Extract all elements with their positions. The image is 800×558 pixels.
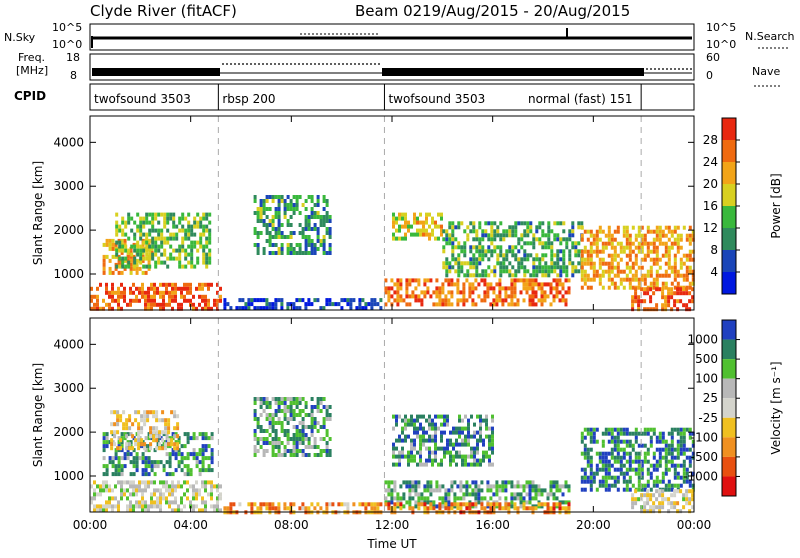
- x-tick-label-0: 00:00: [73, 518, 108, 532]
- velocity-region-0: [90, 480, 222, 513]
- nave-label: Nave: [752, 65, 780, 78]
- nsearch-bottom-tick: 10^0: [706, 38, 736, 51]
- velocity-region-6: [384, 502, 571, 515]
- nsearch-top-tick: 10^5: [706, 21, 736, 34]
- power-colorbar-label: Power [dB]: [769, 173, 783, 238]
- freq-top-tick: 18: [66, 51, 80, 64]
- x-tick-label-2: 08:00: [274, 518, 309, 532]
- power-region-0: [90, 282, 222, 311]
- velocity-colorbar-tick-0: 1000: [687, 333, 718, 347]
- power-y-axis-label: Slant Range [km]: [31, 161, 45, 265]
- power-y-tick-3: 4000: [53, 135, 84, 149]
- velocity-colorbar-tick-4: -25: [698, 411, 718, 425]
- power-colorbar-tick-1: 8: [710, 243, 718, 257]
- power-colorbar-tick-0: 4: [710, 265, 718, 279]
- velocity-colorbar-tick-5: -100: [691, 430, 718, 444]
- velocity-colorbar: 1000 500 100 25 -25 -100 -500 -1000 Velocity [m …: [683, 319, 783, 497]
- velocity-y-tick-0: 1000: [53, 469, 84, 483]
- velocity-data-cells: [90, 397, 695, 515]
- cpid-segment-label-0: twofsound 3503: [94, 92, 191, 106]
- velocity-y-axis-label: Slant Range [km]: [31, 363, 45, 467]
- power-colorbar-tick-3: 16: [703, 199, 718, 213]
- cpid-segment-label-1: rbsp 200: [222, 92, 275, 106]
- power-region-5: [384, 278, 571, 307]
- x-tick-label-4: 16:00: [475, 518, 510, 532]
- power-colorbar-tick-4: 20: [703, 177, 718, 191]
- cpid-segment-label-3: normal (fast) 151: [528, 92, 632, 106]
- power-data-cells: [90, 195, 695, 312]
- velocity-region-2: [110, 410, 180, 451]
- power-colorbar-tick-5: 24: [703, 155, 718, 169]
- velocity-y-tick-1: 2000: [53, 425, 84, 439]
- velocity-colorbar-tick-1: 500: [695, 352, 718, 366]
- freq-label-line2: [MHz]: [16, 64, 48, 77]
- velocity-y-tick-2: 3000: [53, 381, 84, 395]
- velocity-region-4: [253, 397, 332, 457]
- velocity-colorbar-label: Velocity [m s⁻¹]: [769, 361, 783, 454]
- beam-title: Beam 02: [355, 2, 422, 20]
- power-region-2: [115, 212, 212, 269]
- x-axis-label: Time UT: [366, 537, 417, 551]
- power-colorbar-tick-6: 28: [703, 133, 718, 147]
- panel-velocity: 1000 2000 3000 4000 00:00 04:00 08:00 12:00 16:0…: [31, 317, 783, 551]
- cpid-label: CPID: [14, 89, 46, 103]
- power-region-7: [442, 221, 584, 278]
- freq-label-line1: Freq.: [18, 51, 45, 64]
- power-region-8: [580, 225, 695, 290]
- power-colorbar: 4 8 12 16 20 24 28 Power [dB]: [703, 117, 783, 295]
- freq-strip: Freq. [MHz] 18 8 60 0 Nave: [16, 51, 782, 87]
- nsky-strip: N.Sky 10^5 10^0 10^5 10^0 N.Search: [4, 21, 795, 51]
- velocity-colorbar-tick-2: 100: [695, 372, 718, 386]
- power-y-tick-0: 1000: [53, 267, 84, 281]
- velocity-colorbar-tick-7: -1000: [683, 469, 718, 483]
- nsky-label: N.Sky: [4, 31, 36, 44]
- nave-bottom-tick: 0: [706, 69, 713, 82]
- velocity-y-tick-3: 4000: [53, 337, 84, 351]
- power-y-tick-2: 3000: [53, 179, 84, 193]
- x-tick-label-6: 00:00: [677, 518, 712, 532]
- velocity-colorbar-tick-6: -500: [691, 450, 718, 464]
- nsky-top-tick: 10^5: [52, 21, 82, 34]
- cpid-segment-label-2: twofsound 3503: [388, 92, 485, 106]
- power-region-3: [223, 298, 383, 311]
- velocity-region-9: [631, 489, 695, 514]
- velocity-region-8: [580, 427, 695, 492]
- nave-top-tick: 60: [706, 51, 720, 64]
- nsky-bottom-tick: 10^0: [52, 38, 82, 51]
- station-title: Clyde River (fitACF): [90, 2, 237, 20]
- power-colorbar-tick-2: 12: [703, 221, 718, 235]
- panel-power: 1000 2000 3000 4000 Slant Range [km] 4 8 12 16 20…: [31, 115, 783, 312]
- x-tick-label-5: 20:00: [576, 518, 611, 532]
- x-tick-label-1: 04:00: [173, 518, 208, 532]
- x-tick-label-3: 12:00: [375, 518, 410, 532]
- power-y-tick-1: 2000: [53, 223, 84, 237]
- power-region-9: [631, 287, 695, 312]
- date-range-title: 19/Aug/2015 - 20/Aug/2015: [422, 2, 630, 20]
- cpid-strip: CPID twofsound 3503 rbsp 200 twofsound 350…: [14, 83, 695, 111]
- velocity-region-7: [392, 414, 494, 467]
- power-region-6: [392, 212, 443, 241]
- power-region-4: [253, 195, 332, 255]
- freq-bottom-tick: 8: [70, 69, 77, 82]
- velocity-colorbar-tick-3: 25: [703, 391, 718, 405]
- nsearch-label: N.Search: [745, 30, 795, 43]
